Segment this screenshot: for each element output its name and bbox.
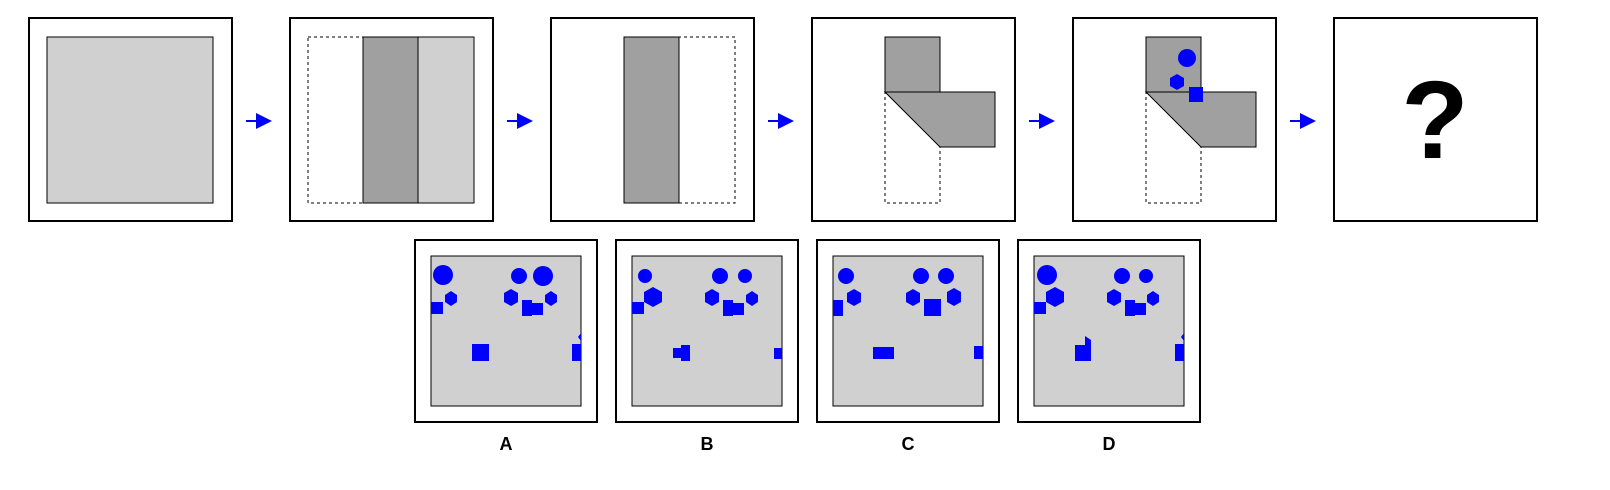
square-hole [1075, 345, 1091, 361]
hexagon-hole [644, 287, 662, 307]
circle-hole [1114, 268, 1130, 284]
paper-sheet [430, 255, 582, 407]
circle-hole [913, 268, 929, 284]
hexagon-hole [906, 289, 920, 306]
option-c[interactable]: C [816, 239, 1000, 454]
circle-hole [1037, 265, 1057, 285]
hexagon-hole [705, 289, 719, 306]
circle-hole [738, 269, 752, 283]
hexagon-hole [847, 289, 861, 306]
option-b[interactable]: B [615, 239, 799, 454]
option-label: D [1103, 434, 1116, 454]
square-hole [681, 345, 690, 361]
square-hole [731, 303, 744, 315]
hexagon-hole-fragment [1181, 333, 1184, 341]
square-hole [1175, 344, 1184, 361]
hexagon-hole [1170, 74, 1184, 90]
circle-hole [433, 265, 453, 285]
square-hole [774, 348, 782, 359]
option-a[interactable]: A [414, 239, 598, 454]
square-hole [572, 344, 581, 361]
square-hole [632, 302, 644, 314]
square-hole [1189, 87, 1203, 102]
paper-folded-flap [362, 36, 419, 204]
square-hole [1133, 303, 1146, 315]
hexagon-hole [947, 288, 961, 306]
option-label: C [902, 434, 915, 454]
square-hole [1034, 302, 1046, 314]
step-4-panel [811, 17, 1016, 222]
panel-frame [1333, 17, 1538, 222]
circle-hole [938, 268, 954, 284]
hexagon-hole [1147, 291, 1159, 306]
paper-sheet [46, 36, 214, 204]
paper-strip-top [884, 36, 941, 93]
step-2-panel [289, 17, 494, 222]
circle-hole [638, 269, 652, 283]
circle-hole [511, 268, 527, 284]
square-hole [924, 299, 941, 316]
square-hole [723, 300, 733, 316]
square-hole [530, 303, 543, 315]
option-label: B [701, 434, 714, 454]
square-hole [673, 348, 683, 358]
paper-sheet [832, 255, 984, 407]
question-mark: ? [1401, 59, 1468, 182]
square-hole [431, 302, 443, 314]
step-1-panel [28, 17, 233, 222]
hexagon-hole [1046, 287, 1064, 307]
paper-sheet [631, 255, 783, 407]
square-hole [833, 300, 843, 316]
square-hole [974, 346, 983, 359]
hexagon-hole [1107, 289, 1121, 306]
square-hole [522, 300, 532, 316]
square-hole [873, 347, 894, 359]
paper-sheet [1033, 255, 1185, 407]
option-d[interactable]: D [1017, 239, 1201, 454]
circle-hole [838, 268, 854, 284]
circle-hole [712, 268, 728, 284]
hexagon-hole-fragment [578, 333, 581, 341]
hexagon-hole-fragment [1085, 336, 1091, 348]
step-6-panel: ? [1333, 17, 1538, 222]
step-5-panel [1072, 17, 1277, 222]
hexagon-hole [504, 289, 518, 306]
circle-hole [1139, 269, 1153, 283]
paper-diagonal-flap [883, 91, 996, 148]
step-3-panel [550, 17, 755, 222]
hexagon-hole [545, 291, 557, 306]
option-label: A [500, 434, 513, 454]
hexagon-hole [746, 291, 758, 306]
circle-hole [1178, 49, 1196, 67]
square-hole [472, 344, 489, 361]
square-hole [1125, 300, 1135, 316]
paper-folded-strip [623, 36, 680, 204]
hexagon-hole [445, 291, 457, 306]
paper-diagonal-flap [1144, 91, 1257, 148]
circle-hole [533, 266, 553, 286]
